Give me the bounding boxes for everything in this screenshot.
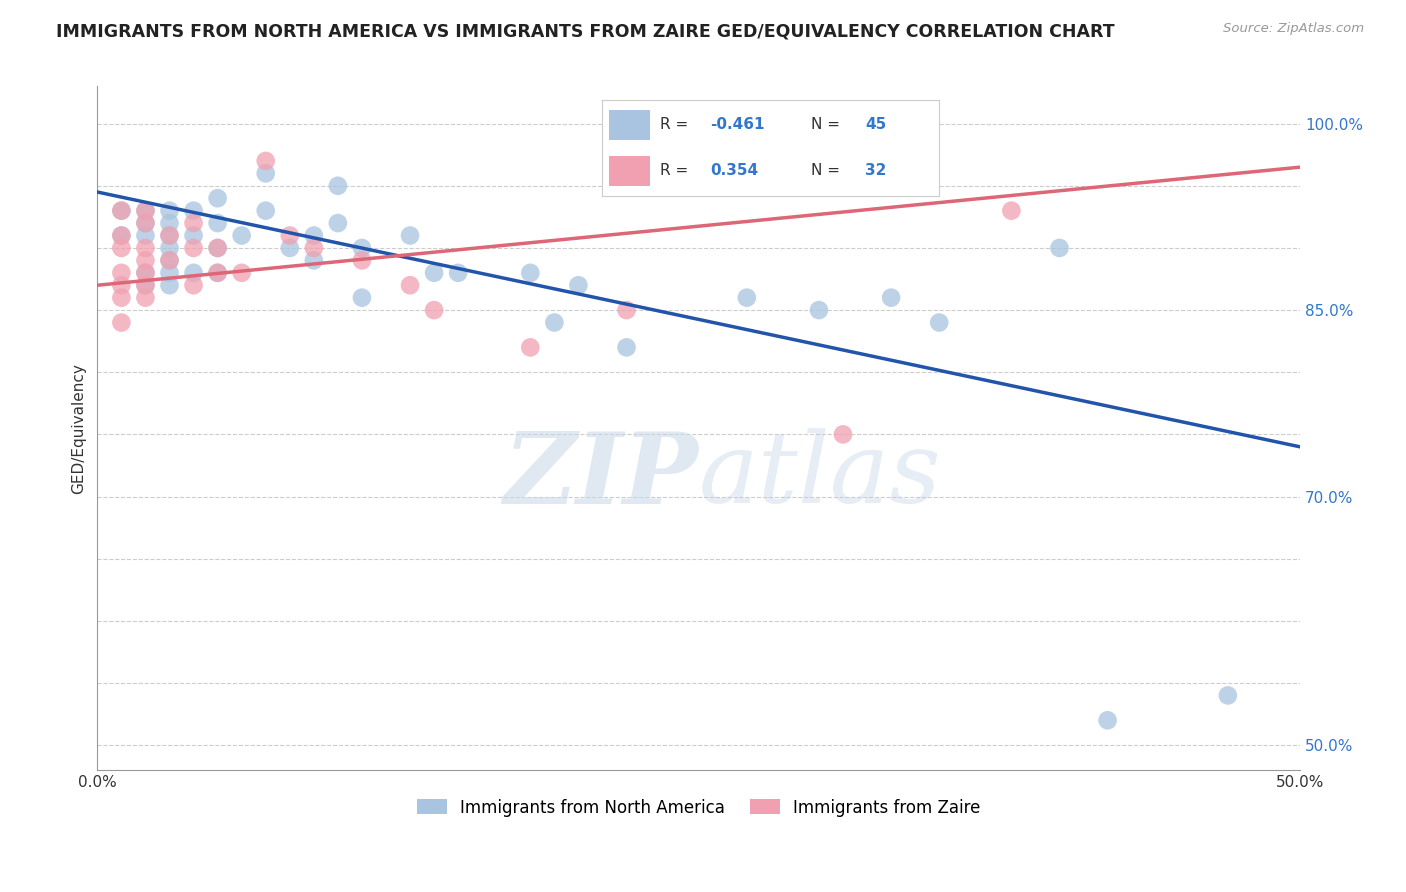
Text: ZIP: ZIP (503, 428, 699, 524)
Point (735, 291, 758, 305)
Point (134, 216, 156, 230)
Point (350, 241, 373, 255)
Point (134, 253, 156, 268)
Text: atlas: atlas (699, 428, 942, 524)
Point (159, 253, 181, 268)
Point (302, 241, 325, 255)
Point (159, 241, 181, 255)
Point (110, 291, 132, 305)
Point (134, 203, 156, 218)
Point (278, 241, 301, 255)
Point (159, 216, 181, 230)
Point (183, 203, 205, 218)
Point (567, 278, 589, 293)
Point (134, 216, 156, 230)
Point (159, 228, 181, 243)
Point (207, 241, 229, 255)
Point (110, 316, 132, 330)
Point (399, 228, 422, 243)
Point (350, 291, 373, 305)
Point (134, 241, 156, 255)
Point (326, 216, 349, 230)
Point (207, 191, 229, 205)
Point (423, 303, 446, 318)
Point (254, 166, 277, 180)
Legend: Immigrants from North America, Immigrants from Zaire: Immigrants from North America, Immigrant… (411, 792, 987, 823)
Point (207, 266, 229, 280)
Point (399, 278, 422, 293)
Point (110, 278, 132, 293)
Point (134, 266, 156, 280)
Point (183, 241, 205, 255)
Point (134, 291, 156, 305)
Point (519, 266, 541, 280)
Point (1049, 241, 1071, 255)
Point (278, 228, 301, 243)
Point (110, 203, 132, 218)
Text: IMMIGRANTS FROM NORTH AMERICA VS IMMIGRANTS FROM ZAIRE GED/EQUIVALENCY CORRELATI: IMMIGRANTS FROM NORTH AMERICA VS IMMIGRA… (56, 22, 1115, 40)
Point (110, 241, 132, 255)
Point (183, 266, 205, 280)
Point (880, 291, 903, 305)
Text: Source: ZipAtlas.com: Source: ZipAtlas.com (1223, 22, 1364, 36)
Point (447, 266, 470, 280)
Point (183, 228, 205, 243)
Point (543, 316, 565, 330)
Point (134, 278, 156, 293)
Point (928, 316, 950, 330)
Point (616, 303, 638, 318)
Point (231, 228, 253, 243)
Point (616, 340, 638, 354)
Point (832, 427, 855, 442)
Point (1097, 713, 1119, 727)
Point (110, 203, 132, 218)
Point (423, 266, 446, 280)
Point (183, 216, 205, 230)
Point (134, 266, 156, 280)
Point (302, 228, 325, 243)
Point (326, 178, 349, 193)
Point (134, 203, 156, 218)
Point (159, 266, 181, 280)
Point (134, 278, 156, 293)
Point (134, 228, 156, 243)
Point (807, 303, 830, 318)
Point (254, 153, 277, 168)
Point (207, 216, 229, 230)
Point (110, 228, 132, 243)
Point (207, 241, 229, 255)
Point (1216, 689, 1239, 703)
Point (254, 203, 277, 218)
Point (159, 278, 181, 293)
Point (159, 228, 181, 243)
Point (519, 340, 541, 354)
Point (110, 266, 132, 280)
Point (1000, 203, 1022, 218)
Y-axis label: GED/Equivalency: GED/Equivalency (72, 363, 86, 493)
Point (302, 253, 325, 268)
Point (231, 266, 253, 280)
Point (183, 278, 205, 293)
Point (159, 203, 181, 218)
Point (110, 228, 132, 243)
Point (159, 253, 181, 268)
Point (350, 253, 373, 268)
Point (207, 266, 229, 280)
